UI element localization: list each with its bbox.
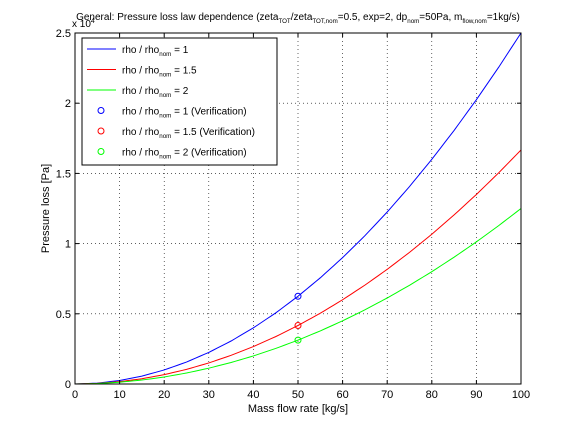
text-run: = 1.5 (Verification) xyxy=(171,127,255,138)
subscript-text: nom xyxy=(407,18,419,25)
chart-title: General: Pressure loss law dependence (z… xyxy=(76,12,520,25)
text-run: /zeta xyxy=(291,12,313,23)
legend-entry: rho / rhonom = 1.5 xyxy=(122,66,197,79)
legend-swatch-marker xyxy=(97,107,105,114)
y-tick-label: 0 xyxy=(65,379,71,391)
legend-swatch-marker xyxy=(97,148,105,155)
y-tick-label: 1 xyxy=(65,239,71,251)
x-tick-label: 60 xyxy=(336,389,348,401)
subscript-text: TOT xyxy=(278,18,290,25)
legend-box xyxy=(81,37,278,166)
x-tick-label: 90 xyxy=(470,389,482,401)
text-run: = 2 (Verification) xyxy=(171,148,246,159)
verification-marker-3 xyxy=(294,292,302,300)
y-tick-label: 0.5 xyxy=(56,309,71,321)
series-line-1 xyxy=(74,149,522,385)
verification-marker-4 xyxy=(294,321,302,329)
x-tick-label: 100 xyxy=(512,389,530,401)
text-run: = 1.5 xyxy=(171,66,197,77)
text-run: = 1 xyxy=(171,45,188,56)
y-tick-labels: 0 0.5 1 1.5 2 2.5 xyxy=(56,28,71,391)
y-tick-label: 1.5 xyxy=(56,168,71,180)
text-run: =1kg/s) xyxy=(487,12,520,23)
subscript-text: nom xyxy=(159,133,171,140)
legend-entry: rho / rhonom = 2 (Verification) xyxy=(122,148,247,161)
text-run: rho / rho xyxy=(122,45,160,56)
series-line-2 xyxy=(74,208,522,385)
legend-entry: rho / rhonom = 1 xyxy=(122,45,189,58)
text-run: = 1 (Verification) xyxy=(171,107,246,118)
x-tick-label: 20 xyxy=(158,389,170,401)
subscript-text: flow,nom xyxy=(462,18,486,25)
x-tick-label: 40 xyxy=(247,389,259,401)
x-tick-label: 10 xyxy=(113,389,125,401)
text-run: rho / rho xyxy=(122,148,160,159)
x-tick-label: 50 xyxy=(292,389,304,401)
text-run: rho / rho xyxy=(122,86,160,97)
series-line-0 xyxy=(74,32,522,385)
x-tick-labels: 0 10 20 30 40 50 60 70 80 90 100 xyxy=(72,389,530,401)
x-axis-label: Mass flow rate [kg/s] xyxy=(248,403,348,415)
subscript-text: nom xyxy=(159,113,171,120)
exponent-base: x 10 xyxy=(72,19,91,30)
x-tick-label: 30 xyxy=(203,389,215,401)
y-tick-label: 2 xyxy=(65,98,71,110)
y-tick-label: 2.5 xyxy=(56,28,71,40)
text-run: rho / rho xyxy=(122,66,160,77)
legend-entry: rho / rhonom = 2 xyxy=(122,86,189,99)
text-run: = 2 xyxy=(171,86,188,97)
legend-entry: rho / rhonom = 1.5 (Verification) xyxy=(122,127,255,140)
text-run: =0.5, exp=2, dp xyxy=(338,12,408,23)
chart-title-text: General: Pressure loss law dependence (z… xyxy=(76,12,520,25)
subscript-text: TOT,nom xyxy=(312,18,337,25)
text-run: General: Pressure loss law dependence (z… xyxy=(76,12,279,23)
subscript-text: nom xyxy=(159,72,171,79)
text-run: rho / rho xyxy=(122,107,160,118)
x-tick-label: 80 xyxy=(426,389,438,401)
verification-marker-5 xyxy=(294,336,302,344)
series-layer xyxy=(74,32,522,385)
subscript-text: nom xyxy=(159,154,171,161)
legend-entry: rho / rhonom = 1 (Verification) xyxy=(122,107,247,120)
x-tick-label: 70 xyxy=(381,389,393,401)
text-run: rho / rho xyxy=(122,127,160,138)
exponent-text: x 104 xyxy=(72,18,95,30)
y-axis-label: Pressure loss [Pa] xyxy=(40,164,52,253)
legend-swatch-marker xyxy=(97,127,105,135)
exponent-power: 4 xyxy=(91,18,95,25)
y-exponent-label: x 104 xyxy=(72,18,95,30)
subscript-text: nom xyxy=(159,51,171,58)
x-tick-label: 0 xyxy=(72,389,78,401)
subscript-text: nom xyxy=(159,92,171,99)
axis-ticks xyxy=(74,32,522,385)
text-run: =50Pa, m xyxy=(419,12,462,23)
